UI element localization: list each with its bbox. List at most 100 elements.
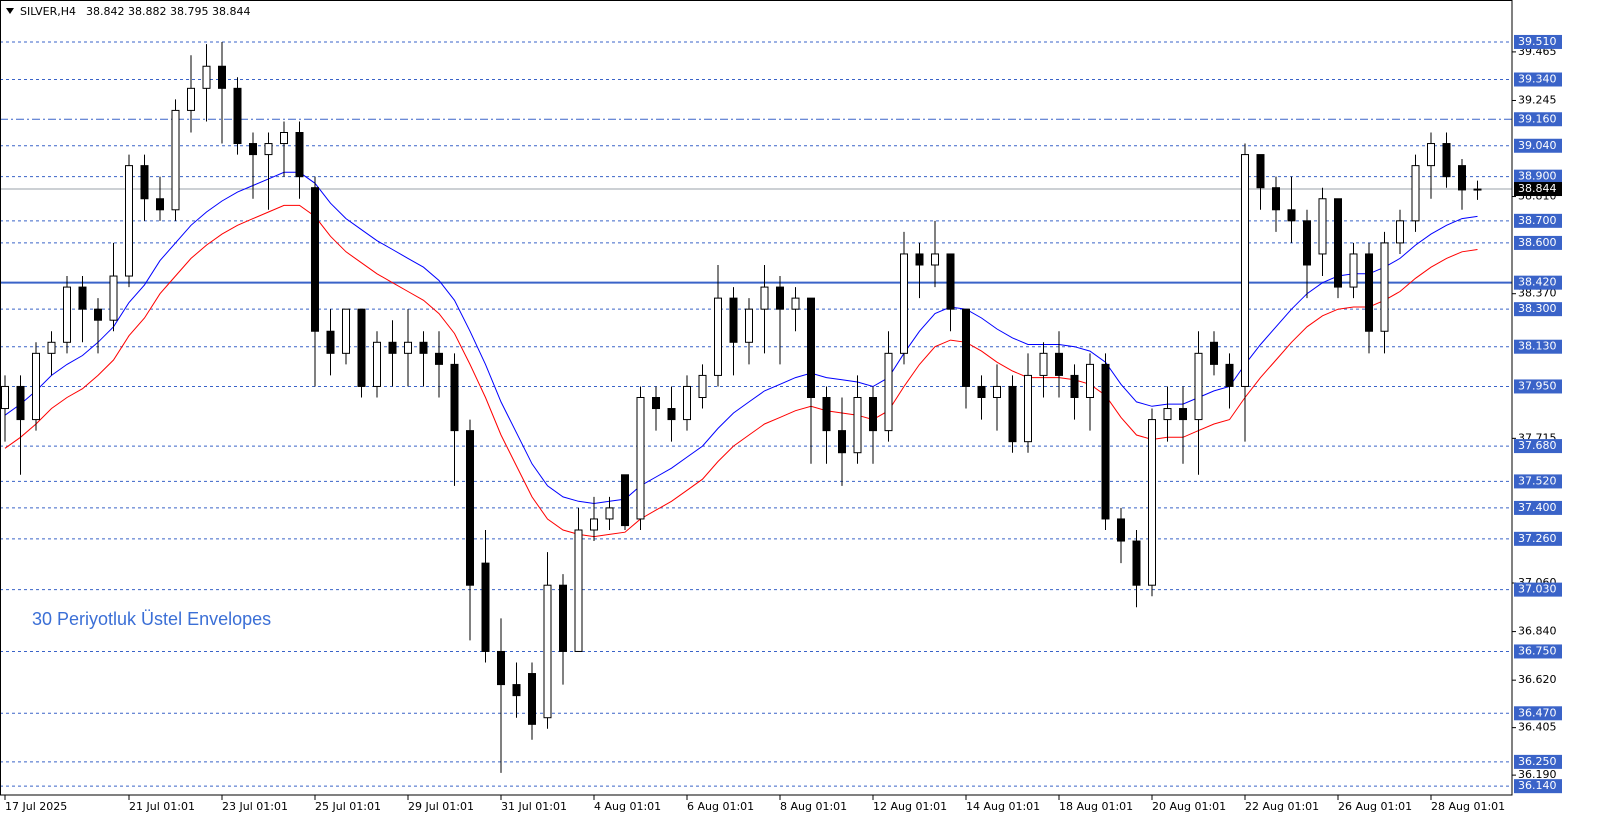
menu-arrow[interactable] — [6, 8, 14, 14]
candle-body — [311, 187, 319, 332]
x-tick-label: 21 Jul 01:01 — [129, 800, 195, 813]
candle-body — [373, 341, 381, 387]
last-price-label: 38.844 — [1518, 182, 1557, 195]
level-label-box — [1514, 72, 1562, 87]
candle-body — [264, 143, 273, 156]
candle-body — [1287, 209, 1296, 222]
candle-body — [1132, 540, 1141, 586]
candle-body — [745, 308, 753, 343]
candle-body — [1163, 408, 1172, 421]
y-tick-label: 36.405 — [1518, 721, 1557, 734]
y-tick-label: 36.840 — [1518, 625, 1557, 638]
x-tick-label: 6 Aug 01:01 — [687, 800, 754, 813]
candle-body — [993, 385, 1001, 399]
level-label-box — [1514, 138, 1562, 153]
level-label-box — [1514, 706, 1562, 721]
candle-body — [1303, 220, 1311, 266]
candle-body — [931, 253, 939, 266]
x-tick-label: 14 Aug 01:01 — [966, 800, 1040, 813]
candle-body — [1365, 253, 1373, 332]
candle-body — [853, 397, 862, 454]
candle-body — [16, 385, 25, 421]
candle-body — [915, 253, 924, 266]
candle-body — [156, 198, 164, 211]
level-label: 37.400 — [1518, 501, 1557, 514]
candle-body — [295, 132, 304, 178]
candle-body — [404, 341, 412, 354]
x-tick-label: 23 Jul 01:01 — [222, 800, 288, 813]
candle-body — [94, 308, 102, 321]
axis-cover — [0, 796, 1513, 840]
level-label: 36.470 — [1518, 706, 1557, 719]
candle-body — [1101, 363, 1110, 520]
candle-body — [1241, 154, 1249, 387]
level-label-box — [1514, 779, 1562, 794]
y-tick-label: 39.245 — [1518, 93, 1557, 106]
x-tick-label: 8 Aug 01:01 — [780, 800, 847, 813]
candle-body — [1225, 363, 1234, 387]
candle-body — [1272, 187, 1280, 211]
level-label: 39.040 — [1518, 139, 1557, 152]
level-label-box — [1514, 302, 1562, 317]
x-tick-label: 20 Aug 01:01 — [1152, 800, 1226, 813]
candle-body — [621, 474, 629, 527]
level-label-box — [1514, 275, 1562, 290]
level-label: 37.030 — [1518, 583, 1557, 596]
candle-body — [776, 286, 784, 310]
level-label: 37.520 — [1518, 474, 1557, 487]
candle-body — [1256, 154, 1265, 189]
level-label: 36.140 — [1518, 779, 1557, 792]
candle-body — [466, 430, 474, 586]
x-tick-label: 17 Jul 2025 — [5, 800, 67, 813]
level-label-box — [1514, 235, 1562, 250]
level-label: 38.600 — [1518, 236, 1557, 249]
level-label-box — [1514, 169, 1562, 184]
candle-body — [1458, 165, 1466, 191]
candle-body — [714, 297, 722, 376]
symbol: SILVER,H4 — [20, 5, 76, 18]
candle-body — [962, 308, 970, 387]
level-label: 37.260 — [1518, 532, 1557, 545]
candle-body — [1008, 385, 1017, 443]
candle-body — [280, 132, 288, 145]
level-label: 36.750 — [1518, 644, 1557, 657]
candle-body — [791, 297, 800, 310]
level-label: 38.420 — [1518, 276, 1557, 289]
candle-body — [450, 363, 459, 432]
candle-body — [249, 143, 257, 156]
candle-body — [977, 385, 986, 399]
x-tick-label: 25 Jul 01:01 — [315, 800, 381, 813]
candle-body — [1194, 352, 1203, 421]
level-label-box — [1514, 474, 1562, 489]
level-label: 36.250 — [1518, 755, 1557, 768]
level-label: 37.950 — [1518, 379, 1557, 392]
level-label: 39.160 — [1518, 112, 1557, 125]
candle-body — [1070, 374, 1079, 398]
candle-body — [357, 308, 366, 387]
level-label-box — [1514, 754, 1562, 769]
x-tick-label: 4 Aug 01:01 — [594, 800, 661, 813]
candle-body — [1086, 363, 1094, 398]
candle-body — [729, 297, 738, 343]
candle-body — [1473, 188, 1482, 191]
level-label: 38.130 — [1518, 340, 1557, 353]
level-label: 38.300 — [1518, 302, 1557, 315]
annotation: 30 Periyotluk Üstel Envelopes — [32, 609, 271, 629]
candle-body — [481, 562, 490, 652]
candle-body — [1442, 143, 1451, 178]
candle-body — [1148, 419, 1156, 586]
candle-body — [1210, 341, 1218, 365]
candle-body — [900, 253, 908, 354]
candle-body — [1055, 352, 1063, 376]
level-label: 39.340 — [1518, 73, 1557, 86]
candle-body — [636, 397, 645, 520]
candle-body — [946, 253, 955, 310]
envelope-line — [4, 204, 1478, 538]
candle-body — [683, 385, 691, 421]
level-label-box — [1514, 500, 1562, 515]
candle-body — [1380, 242, 1389, 332]
candle-body — [187, 87, 195, 111]
level-label: 38.700 — [1518, 214, 1557, 227]
candle-body — [807, 297, 815, 398]
